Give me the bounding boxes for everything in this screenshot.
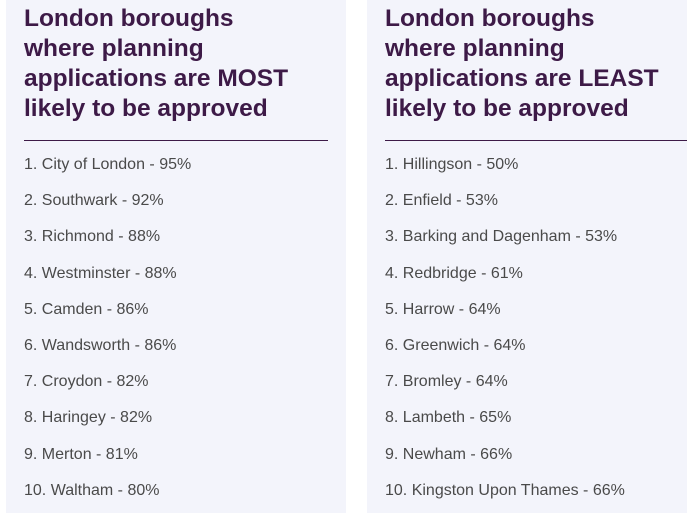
title-line: London boroughs xyxy=(24,5,234,32)
title-line: applications are MOST xyxy=(24,65,289,92)
list-item: 5. Camden - 86% xyxy=(24,300,149,318)
title-line: likely to be approved xyxy=(24,95,268,122)
list-item: 9. Newham - 66% xyxy=(385,445,513,463)
list-item: 3. Richmond - 88% xyxy=(24,228,161,246)
list-item: 3. Barking and Dagenham - 53% xyxy=(385,228,618,246)
title-line: likely to be approved xyxy=(385,95,629,122)
list-item: 5. Harrow - 64% xyxy=(385,300,501,318)
most-likely-title: London boroughs where planning applicati… xyxy=(24,4,288,124)
title-divider xyxy=(24,140,328,141)
list-item: 10. Kingston Upon Thames - 66% xyxy=(385,481,625,499)
least-likely-title: London boroughs where planning applicati… xyxy=(385,4,659,124)
list-item: 8. Lambeth - 65% xyxy=(385,409,512,427)
list-item: 9. Merton - 81% xyxy=(24,445,138,463)
least-likely-panel: London boroughs where planning applicati… xyxy=(367,0,687,513)
title-line: London boroughs xyxy=(385,5,595,32)
list-item: 2. Enfield - 53% xyxy=(385,192,498,210)
title-line: where planning xyxy=(385,35,565,62)
list-item: 1. Hillingson - 50% xyxy=(385,156,519,173)
list-item: 10. Waltham - 80% xyxy=(24,481,160,499)
list-item: 2. Southwark - 92% xyxy=(24,192,164,210)
list-item: 7. Bromley - 64% xyxy=(385,373,508,391)
list-item: 7. Croydon - 82% xyxy=(24,373,149,391)
list-item: 1. City of London - 95% xyxy=(24,156,192,173)
title-line: where planning xyxy=(24,35,204,62)
list-item: 6. Greenwich - 64% xyxy=(385,336,526,354)
least-likely-list: 1. Hillingson - 50% 2. Enfield - 53% 3. … xyxy=(385,152,625,513)
list-item: 4. Westminster - 88% xyxy=(24,264,177,282)
list-item: 8. Haringey - 82% xyxy=(24,409,153,427)
list-item: 4. Redbridge - 61% xyxy=(385,264,523,282)
list-item: 6. Wandsworth - 86% xyxy=(24,336,177,354)
title-divider xyxy=(385,140,687,141)
title-line: applications are LEAST xyxy=(385,65,659,92)
most-likely-list: 1. City of London - 95% 2. Southwark - 9… xyxy=(24,152,191,513)
most-likely-panel: London boroughs where planning applicati… xyxy=(6,0,346,513)
